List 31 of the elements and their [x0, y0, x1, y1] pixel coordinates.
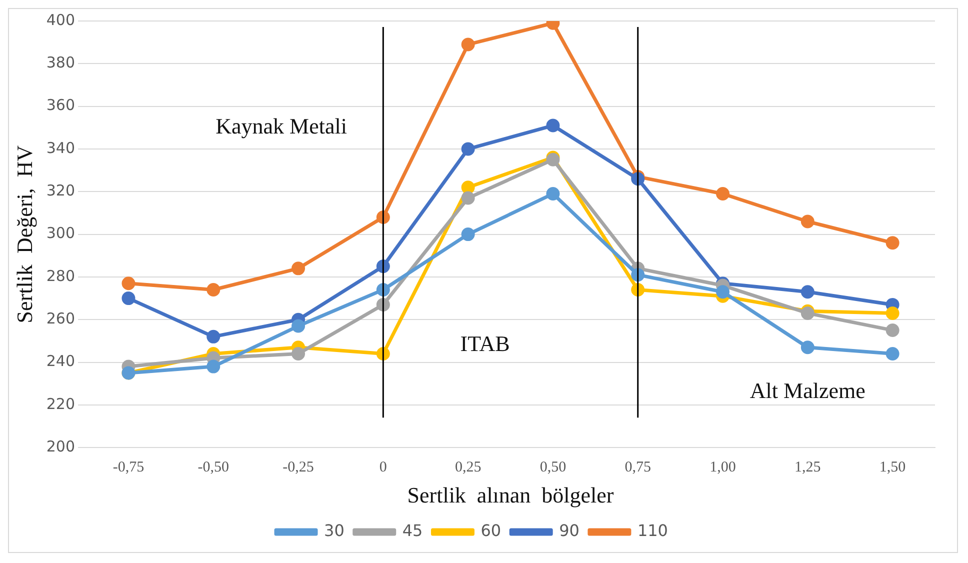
x-tick-label: 1,25 [794, 460, 821, 476]
annotation: Alt Malzeme [750, 378, 866, 403]
x-tick-label: 1,00 [710, 460, 736, 476]
y-axis-title: Sertlik Değeri, HV [12, 145, 37, 324]
y-tick-label: 340 [46, 138, 76, 157]
x-tick-label: 0,50 [540, 460, 566, 476]
legend-label: 90 [559, 521, 580, 540]
y-tick-label: 220 [46, 394, 76, 413]
legend-label: 60 [480, 521, 502, 540]
x-tick-label: -0,25 [282, 460, 314, 476]
legend-label: 110 [637, 521, 668, 540]
x-tick-label: 0,75 [624, 460, 651, 476]
y-tick-label: 240 [46, 352, 76, 370]
y-tick-label: 300 [46, 224, 76, 242]
x-axis-title: Sertlik alınan bölgeler [407, 482, 614, 508]
x-tick-label: -0,50 [198, 460, 229, 476]
legend-label: 30 [324, 521, 344, 540]
y-tick-label: 400 [46, 10, 76, 29]
y-tick-label: 320 [46, 182, 76, 200]
y-tick-label: 380 [46, 54, 76, 72]
y-tick-label: 360 [46, 96, 76, 114]
x-tick-label: 0 [379, 460, 387, 476]
legend-label: 45 [402, 521, 423, 540]
y-tick-label: 200 [46, 437, 76, 456]
y-tick-label: 280 [46, 266, 76, 285]
y-tick-label: 260 [46, 310, 76, 328]
annotation: ITAB [460, 330, 510, 356]
x-tick-label: 0,25 [454, 460, 482, 476]
x-tick-label: 1,50 [879, 460, 906, 476]
x-tick-label: -0,75 [112, 460, 144, 476]
annotation: Kaynak Metali [216, 113, 347, 138]
